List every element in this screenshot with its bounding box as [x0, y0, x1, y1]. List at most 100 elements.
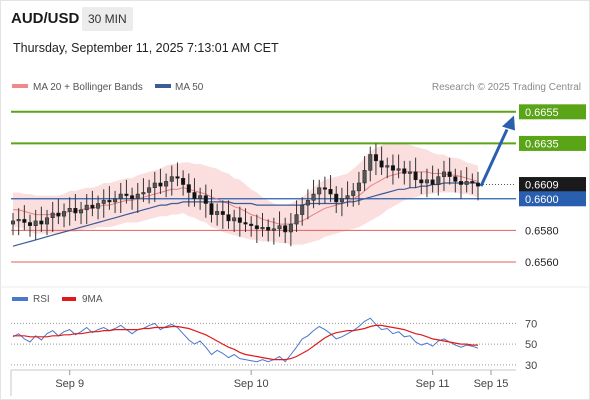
candle-bear — [73, 208, 78, 214]
candle-bear — [22, 219, 27, 223]
candle-bull — [101, 200, 106, 204]
candle-bull — [79, 209, 84, 214]
candle-bull — [84, 204, 89, 211]
candle-bear — [283, 225, 288, 233]
candle-bull — [271, 228, 276, 231]
candle-bull — [198, 195, 203, 200]
candle-bear — [419, 179, 424, 184]
last-price-label: 0.6609 — [525, 180, 559, 192]
candle-bull — [215, 211, 220, 215]
level-label: 0.6600 — [525, 194, 559, 206]
candle-bear — [181, 177, 186, 185]
candle-bull — [339, 198, 344, 203]
candle-bear — [447, 171, 452, 177]
level-label: 0.6635 — [525, 138, 559, 150]
ma50-legend-swatch — [155, 84, 171, 88]
key-levels — [11, 110, 516, 263]
candle-bear — [413, 171, 418, 181]
candle-bear — [334, 193, 339, 203]
candle-bear — [203, 195, 208, 204]
candle-bear — [186, 184, 191, 193]
ma9-legend-label: 9MA — [82, 294, 103, 305]
ma50-line — [12, 182, 478, 247]
candle-bull — [232, 217, 237, 222]
candle-bear — [390, 165, 395, 171]
candle-bull — [10, 220, 16, 225]
candle-bear — [158, 182, 163, 187]
rsi-tick-label: 70 — [525, 318, 537, 330]
candle-bear — [124, 193, 129, 196]
candle-bull — [152, 182, 157, 188]
candle-bull — [169, 176, 174, 182]
candle-bear — [56, 212, 61, 217]
bollinger-band — [13, 143, 478, 245]
candle-bull — [67, 208, 72, 212]
projection-arrow-shaft — [479, 128, 509, 187]
candle-bull — [441, 171, 446, 177]
candle-bull — [345, 195, 350, 200]
candle-bull — [407, 171, 412, 174]
candle-bear — [226, 214, 231, 222]
candle-bear — [175, 176, 180, 179]
last-price-badge — [519, 177, 586, 193]
candle-bull — [62, 211, 67, 217]
candle-bull — [118, 193, 123, 200]
rsi-legend-swatch — [12, 297, 28, 301]
candle-bull — [16, 219, 21, 222]
candle-bull — [424, 179, 429, 184]
candle-bull — [260, 226, 265, 230]
candle-bull — [300, 204, 305, 215]
level-badge — [519, 104, 586, 120]
rsi-tick-label: 30 — [525, 360, 537, 372]
candle-bear — [379, 160, 384, 168]
ma9-legend-swatch — [62, 297, 76, 301]
rsi-legend-label: RSI — [33, 294, 50, 305]
candle-bear — [266, 226, 271, 231]
candle-bull — [33, 220, 38, 226]
candle-bear — [243, 222, 248, 225]
candle-bull — [294, 214, 299, 225]
candle-bear — [470, 181, 475, 184]
rsi-line — [12, 317, 479, 363]
candle-bull — [45, 217, 50, 225]
bollinger-band-area — [13, 143, 478, 245]
candle-bull — [351, 190, 356, 196]
candle-bull — [396, 168, 401, 171]
price-legend: MA 20 + Bollinger Bands MA 50 Research ©… — [12, 82, 581, 93]
candle-bull — [362, 170, 367, 184]
candle-bear — [130, 195, 135, 200]
candle-bull — [305, 200, 310, 206]
level-label: 0.6655 — [525, 107, 559, 119]
bb-legend-swatch — [12, 84, 28, 88]
candle-bear — [249, 223, 254, 226]
level-label: 0.6580 — [525, 225, 559, 237]
projection-arrow-head — [502, 115, 515, 131]
rsi-panel: 70 50 30 — [11, 317, 537, 372]
candle-bull — [164, 181, 169, 187]
candle-bear — [254, 225, 259, 230]
candle-bear — [328, 189, 333, 195]
candle-bear — [209, 203, 214, 215]
candle-bull — [317, 187, 322, 195]
candle-bear — [192, 192, 197, 200]
research-credit: Research © 2025 Trading Central — [432, 82, 581, 93]
ma50-legend-label: MA 50 — [175, 82, 204, 93]
rsi-tick-label: 50 — [525, 339, 537, 351]
candle-bear — [39, 220, 44, 225]
candle-bull — [311, 193, 316, 201]
level-badge — [519, 191, 586, 207]
timeframe-badge[interactable]: 30 MIN — [82, 7, 133, 31]
candle-bull — [113, 198, 118, 203]
candle-bear — [220, 211, 225, 215]
candle-bear — [430, 179, 435, 185]
candle-bull — [135, 193, 140, 200]
candle-bear — [90, 204, 95, 209]
chart-header: AUD/USD 30 MIN — [0, 0, 590, 36]
projection — [479, 115, 515, 187]
timestamp: Thursday, September 11, 2025 7:13:01 AM … — [13, 41, 279, 55]
candle-bull — [385, 165, 390, 168]
x-tick-label: Sep 15 — [474, 378, 509, 390]
candle-bear — [322, 187, 327, 190]
x-tick-label: Sep 10 — [234, 378, 269, 390]
